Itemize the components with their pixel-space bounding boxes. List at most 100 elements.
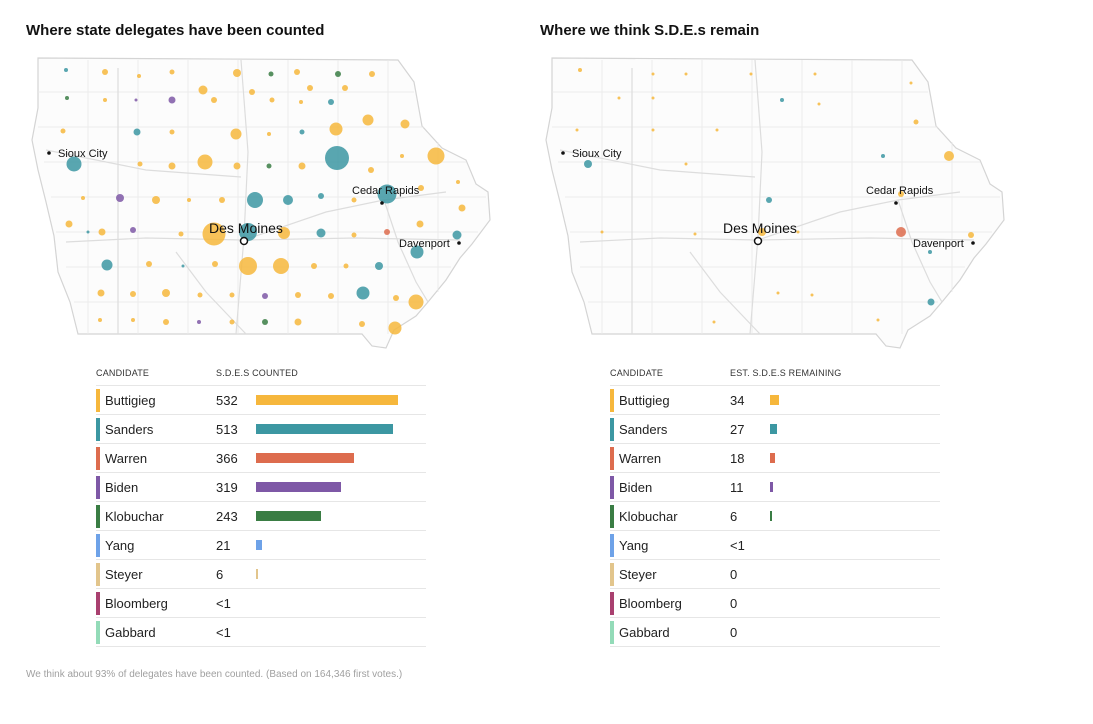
dot [693, 232, 697, 236]
dot [146, 261, 152, 267]
dot [101, 259, 113, 271]
dot [684, 72, 688, 76]
panel-title: Where we think S.D.E.s remain [540, 22, 760, 39]
dot [181, 264, 185, 268]
remaining-table: CANDIDATE EST. S.D.E.S REMAINING Buttigi… [610, 363, 940, 647]
dot [162, 289, 170, 297]
dot [267, 132, 271, 136]
dot [116, 194, 124, 202]
candidate-row: Bloomberg <1 [96, 589, 426, 618]
candidate-row: Biden 11 [610, 473, 940, 502]
dot [233, 162, 241, 170]
dot [130, 227, 136, 233]
davenport-marker [971, 241, 975, 245]
dot [137, 161, 143, 167]
dot [169, 129, 175, 135]
dot [416, 220, 424, 228]
counted-table: CANDIDATE S.D.E.S COUNTED Buttigieg 532 Sa… [96, 363, 426, 647]
cedar-rapids-marker [894, 201, 898, 205]
dot [295, 292, 301, 298]
candidate-name: Bloomberg [619, 596, 682, 611]
cedar-rapids-label: Cedar Rapids [866, 185, 934, 197]
dot [211, 97, 217, 103]
candidate-color-swatch [96, 505, 100, 528]
delegate-dots [60, 68, 466, 335]
dot [152, 196, 160, 204]
delegate-value: 366 [216, 451, 238, 466]
candidate-color-swatch [610, 447, 614, 470]
delegate-value: 21 [216, 538, 231, 553]
delegate-bar [770, 424, 778, 434]
candidate-color-swatch [96, 592, 100, 615]
candidate-name: Bloomberg [105, 596, 168, 611]
iowa-map-counted[interactable]: Sioux City Cedar Rapids Des Moines Daven… [26, 52, 496, 362]
delegate-bar [256, 482, 342, 492]
dot [927, 298, 935, 306]
candidate-color-swatch [96, 418, 100, 441]
dot [307, 85, 313, 91]
dot [813, 72, 817, 76]
dot [362, 114, 374, 126]
candidate-name: Biden [619, 480, 653, 495]
iowa-map-remaining[interactable]: Sioux City Cedar Rapids Des Moines Daven… [540, 52, 1010, 362]
col-value: EST. S.D.E.S REMAINING [730, 368, 842, 378]
davenport-label: Davenport [913, 238, 964, 250]
delegate-value: <1 [216, 625, 231, 640]
delegate-value: 6 [730, 509, 738, 524]
col-value: S.D.E.S COUNTED [216, 368, 299, 378]
dot [103, 98, 107, 102]
dot [230, 128, 242, 140]
dot [766, 197, 772, 203]
delegate-bar [256, 569, 258, 579]
dot [876, 318, 880, 322]
remaining-panel: Where we think S.D.E.s remain [540, 0, 1010, 660]
candidate-color-swatch [610, 534, 614, 557]
dot [651, 72, 655, 76]
dot [325, 146, 349, 170]
dot [239, 257, 257, 275]
dot [229, 319, 235, 325]
dot [66, 156, 82, 172]
dot [81, 196, 85, 200]
des-moines-label: Des Moines [209, 220, 283, 236]
dot [410, 245, 424, 259]
candidate-row: Steyer 6 [96, 560, 426, 589]
delegate-value: 532 [216, 393, 238, 408]
dot [98, 228, 106, 236]
dot [197, 292, 203, 298]
dot [233, 69, 241, 77]
dot [780, 98, 784, 102]
dot [377, 184, 397, 204]
dot [168, 162, 176, 170]
candidate-name: Sanders [619, 422, 668, 437]
dot [163, 319, 169, 325]
candidate-color-swatch [610, 389, 614, 412]
dot [168, 96, 176, 104]
delegate-value: 319 [216, 480, 238, 495]
dot [817, 102, 821, 106]
candidate-name: Klobuchar [619, 509, 678, 524]
dot [600, 230, 604, 234]
col-candidate: CANDIDATE [610, 368, 664, 378]
dot [617, 96, 621, 100]
dot [178, 231, 184, 237]
delegate-bar [256, 540, 262, 550]
dot [266, 163, 272, 169]
sioux-city-marker [561, 151, 565, 155]
dot [262, 319, 268, 325]
table-header: CANDIDATE S.D.E.S COUNTED [96, 363, 426, 386]
dot [351, 197, 357, 203]
dot [584, 160, 592, 168]
dot [452, 230, 462, 240]
delegate-value: <1 [216, 596, 231, 611]
candidate-color-swatch [96, 476, 100, 499]
dot [65, 220, 73, 228]
dot [351, 232, 357, 238]
dot [418, 185, 424, 191]
delegate-bar [256, 395, 398, 405]
delegate-value: <1 [730, 538, 745, 553]
candidate-color-swatch [610, 563, 614, 586]
dot [169, 69, 175, 75]
candidate-row: Biden 319 [96, 473, 426, 502]
dot [98, 318, 102, 322]
